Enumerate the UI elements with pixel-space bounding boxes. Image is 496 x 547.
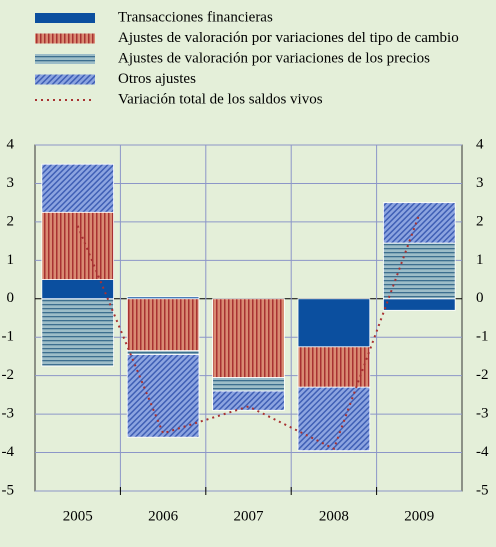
bar-segment [126,298,200,352]
bar-segment [41,163,114,213]
x-tick-label: 2007 [234,508,265,524]
bar-segment [297,386,371,452]
y-tick-label: 2 [7,213,15,229]
y-tick-label: -3 [2,406,15,422]
x-tick-label: 2006 [148,508,179,524]
y2-tick-label: 0 [476,290,484,306]
y2-tick-label: -3 [476,406,489,422]
bar-segment [126,354,200,438]
y2-tick-label: 3 [476,175,484,191]
y2-tick-label: -1 [476,329,489,345]
bar-segment [383,202,456,244]
y-tick-label: 1 [7,252,15,268]
y2-tick-label: -5 [476,482,489,498]
legend-marker [35,54,95,64]
y-tick-label: -4 [2,444,15,460]
y2-tick-label: -4 [476,444,489,460]
bar-segment [212,298,285,378]
y2-tick-label: 4 [476,136,484,152]
y2-tick-label: 1 [476,252,484,268]
bar-segment [212,377,285,392]
bar-segment [383,242,456,300]
y2-tick-label: 2 [476,213,484,229]
legend-label: Ajustes de valoración por variaciones de… [118,30,459,46]
bar-segment [126,350,200,355]
y2-tick-label: -2 [476,367,489,383]
y-tick-label: 4 [7,136,15,152]
x-tick-label: 2009 [404,508,434,524]
legend-label: Transacciones financieras [118,9,273,25]
legend-marker [35,33,95,44]
legend-label: Variación total de los saldos vivos [118,91,323,107]
x-tick-label: 2008 [319,508,349,524]
y-tick-label: -5 [2,482,15,498]
y-tick-label: 0 [7,290,15,306]
y-tick-label: -2 [2,367,15,383]
legend-label: Otros ajustes [118,71,196,87]
bar-segment [41,279,114,300]
y-tick-label: -1 [2,329,15,345]
x-tick-label: 2005 [63,508,93,524]
legend-marker [35,74,95,85]
legend-label: Ajustes de valoración por variaciones de… [118,50,430,66]
bar-segment [297,298,371,348]
total-line [76,213,421,451]
legend-marker [35,13,95,23]
y-tick-label: 3 [7,175,15,191]
bar-segment [41,298,114,367]
bar-segment [41,211,114,280]
bar-segment [212,390,285,411]
bar-segment [383,298,456,311]
